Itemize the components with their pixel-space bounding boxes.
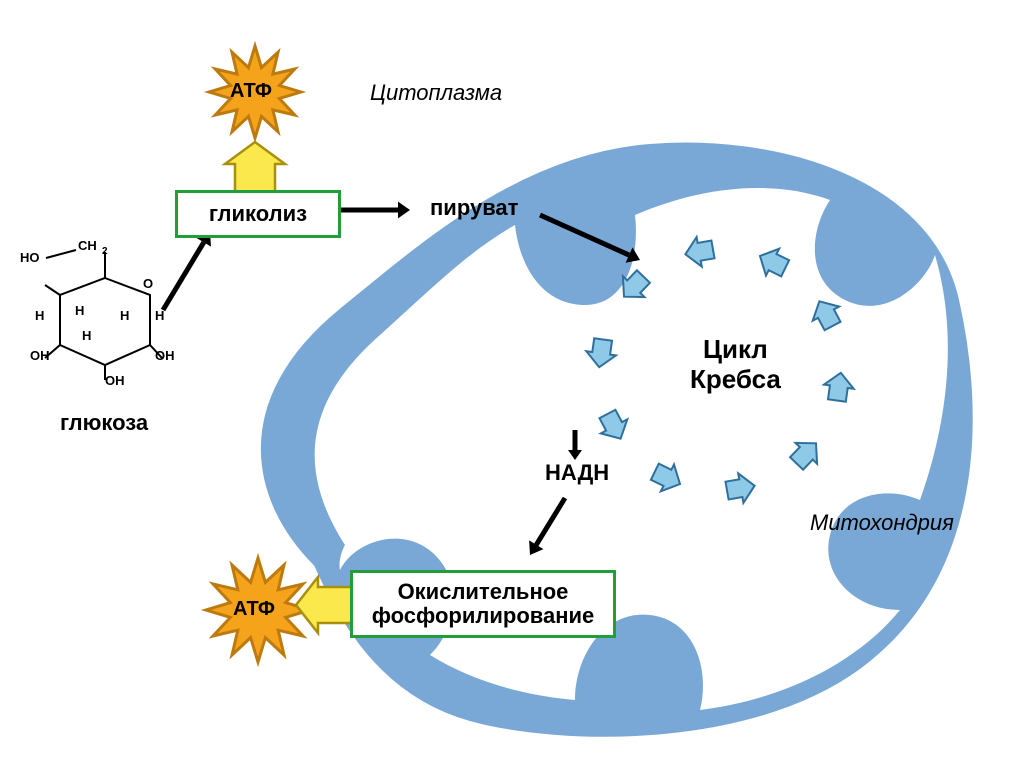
svg-text:H: H: [82, 328, 91, 343]
svg-text:CH: CH: [78, 238, 97, 253]
diagram-svg: CH2HOOHOHOHHHOHHH: [0, 0, 1024, 767]
mitochondria-label: Митохондрия: [810, 510, 954, 536]
krebs-cycle-label: Цикл Кребса: [690, 335, 781, 395]
krebs-line2: Кребса: [690, 364, 781, 394]
svg-text:H: H: [120, 308, 129, 323]
oxphos-label-1: Окислительное: [398, 580, 569, 604]
glycolysis-box: гликолиз: [175, 190, 341, 238]
cytoplasm-label: Цитоплазма: [370, 80, 502, 106]
svg-text:OH: OH: [105, 373, 125, 388]
svg-text:OH: OH: [155, 348, 175, 363]
atp-bottom-label: АТФ: [233, 598, 275, 621]
pyruvate-label: пируват: [430, 195, 518, 221]
nadh-label: НАДН: [545, 460, 609, 486]
atp-top-label: АТФ: [230, 80, 272, 103]
glucose-label: глюкоза: [60, 410, 148, 436]
svg-text:H: H: [75, 303, 84, 318]
oxphos-box: Окислительное фосфорилирование: [350, 570, 616, 638]
svg-text:O: O: [143, 276, 153, 291]
glycolysis-label: гликолиз: [209, 201, 307, 227]
glucose-molecule: CH2HOOHOHOHHHOHHH: [20, 238, 175, 388]
svg-text:2: 2: [102, 246, 108, 257]
svg-text:H: H: [155, 308, 164, 323]
oxphos-label-2: фосфорилирование: [372, 604, 595, 628]
krebs-line1: Цикл: [703, 334, 768, 364]
svg-text:HO: HO: [20, 250, 40, 265]
cellular-respiration-diagram: { "colors": { "mito_stroke": "#7aa8d6", …: [0, 0, 1024, 767]
svg-text:H: H: [35, 308, 44, 323]
